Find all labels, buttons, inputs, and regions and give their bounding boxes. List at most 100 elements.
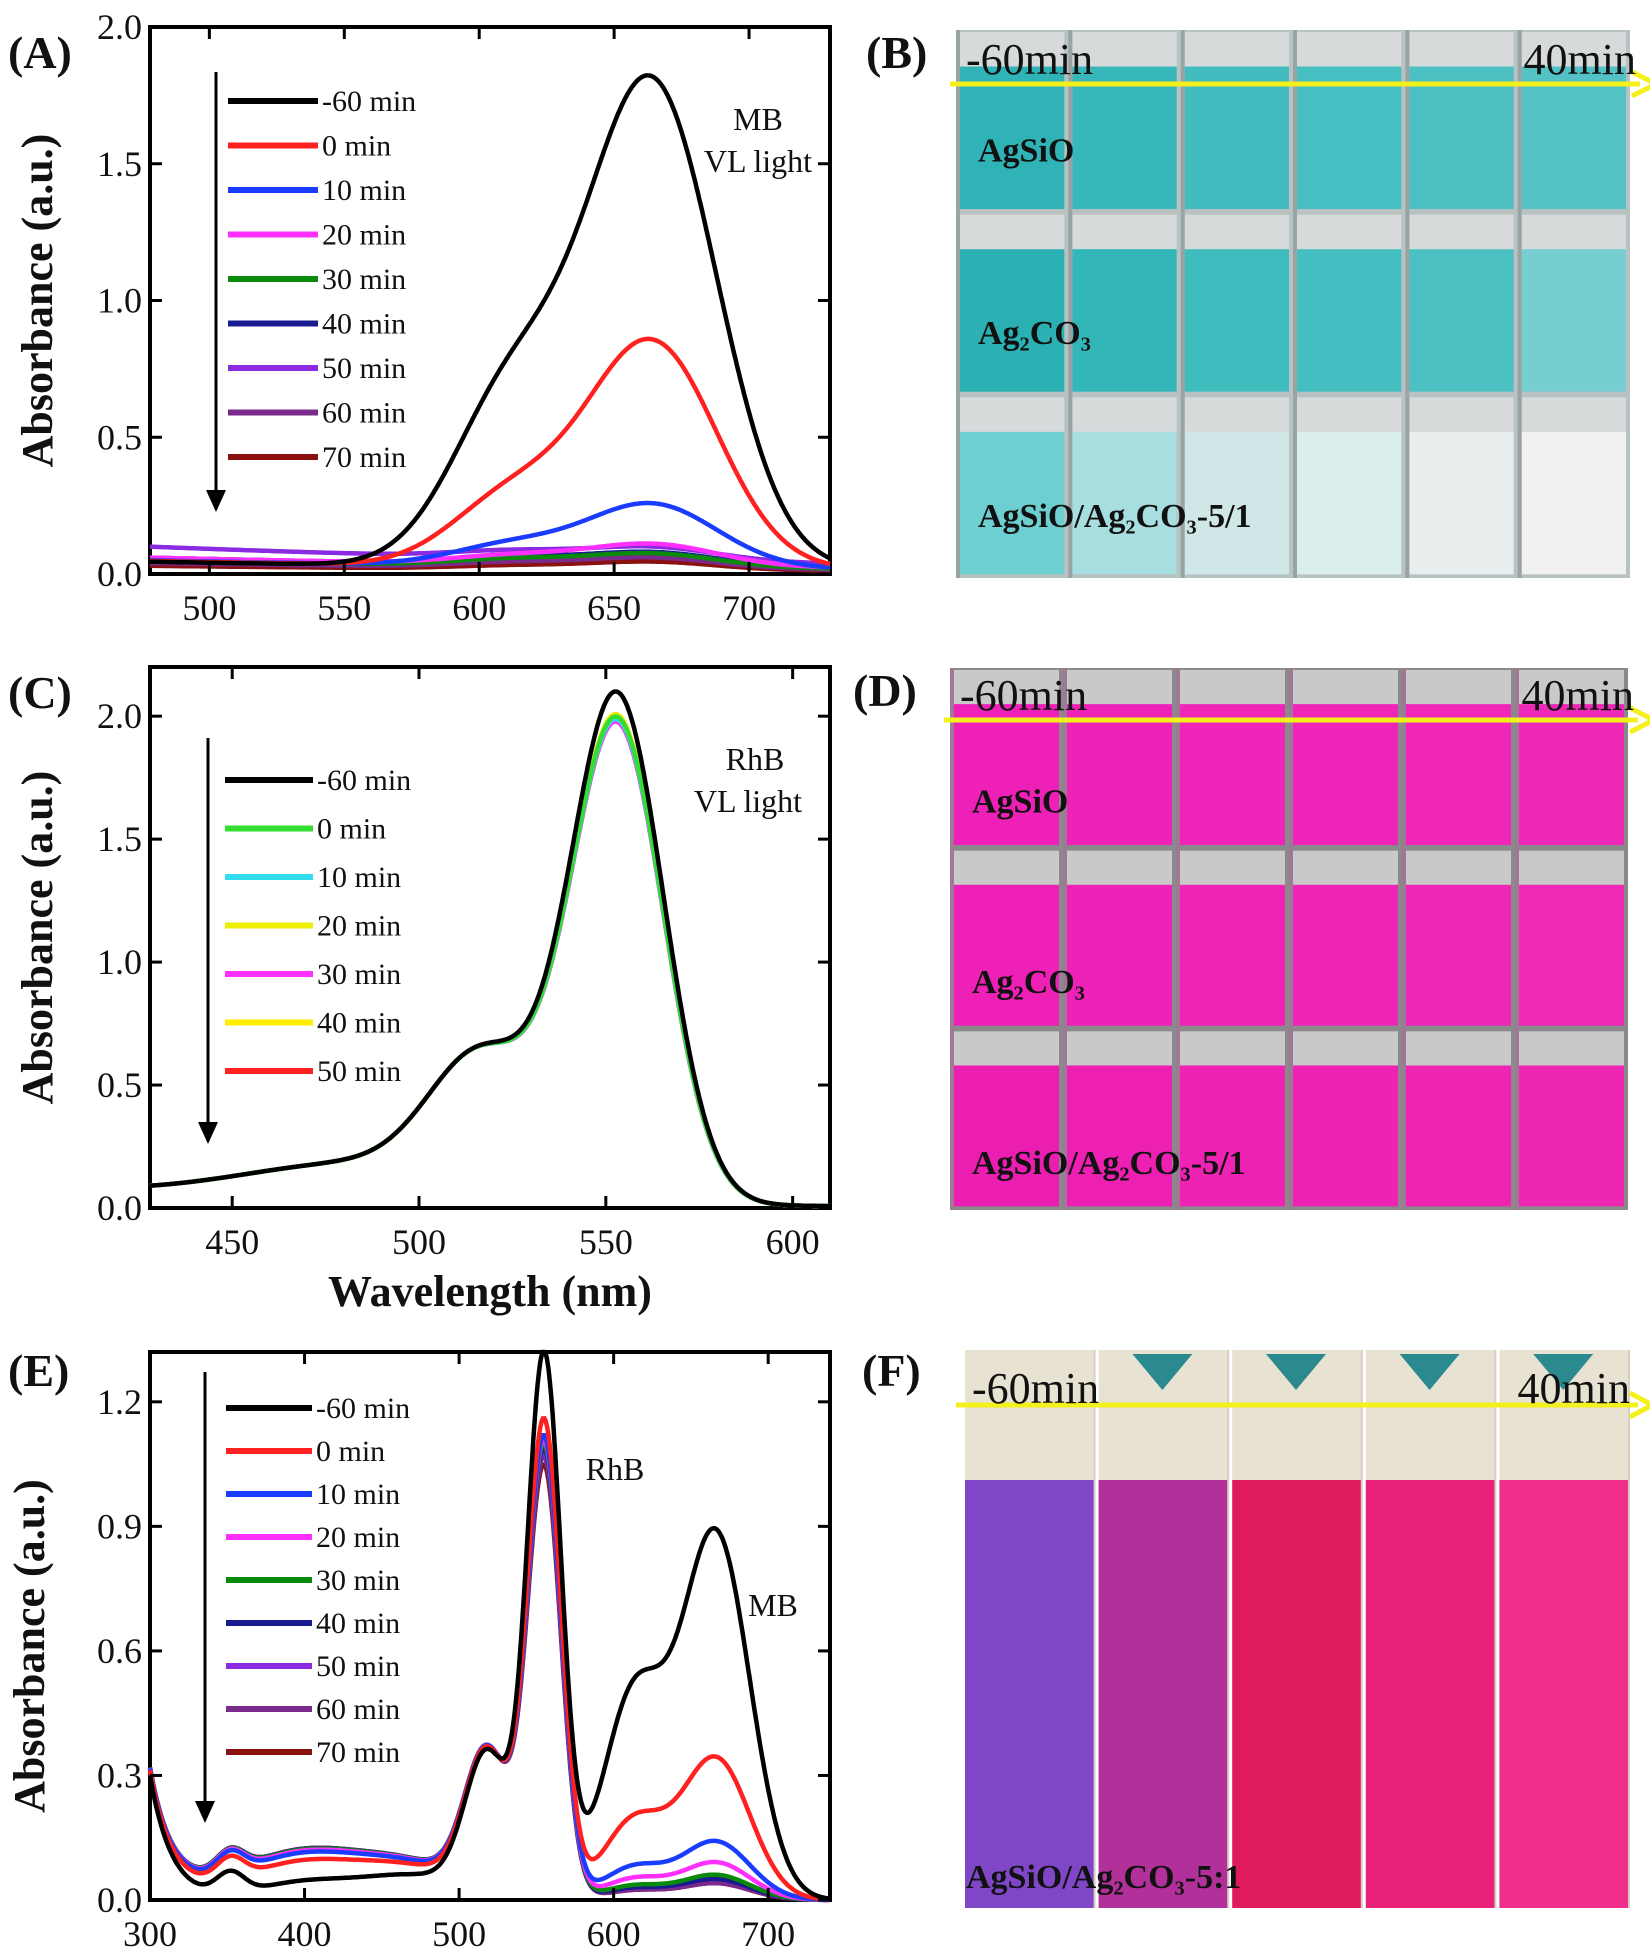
legend: -60 min 0 min 10 min 20 min 30 min 40 min 50 m…: [228, 85, 416, 474]
cuvette-divider: [1517, 395, 1522, 578]
cuvette-cap: [1297, 397, 1402, 434]
chart-annotation: RhB: [586, 1451, 645, 1487]
panel-d: (D) AgSiO Ag₂CO₃ AgSiO/Ag₂CO₃-5/1 -60min 40m…: [853, 665, 1650, 1210]
legend-label: 40 min: [322, 308, 406, 341]
y-tick-label: 0.0: [97, 554, 142, 594]
cuvette-divider: [1063, 668, 1067, 849]
logo-icon: [1132, 1354, 1193, 1390]
logo-icon: [1266, 1354, 1326, 1390]
cuvette: [1406, 1065, 1511, 1207]
cuvette: [1519, 704, 1624, 846]
legend-label: 60 min: [322, 397, 406, 430]
legend-label: 40 min: [316, 1607, 400, 1640]
cuvette-row: Ag₂CO₃: [956, 212, 1626, 396]
cuvette-cap: [964, 1350, 1094, 1480]
plot-frame: [148, 1350, 832, 1902]
cuvette-row: AgSiO: [956, 30, 1626, 213]
series-group: [147, 1349, 831, 1903]
panel-a: (A) 500 550 600 650 700 0.0 0.5 1.0 1.5 2.0 Absorb…: [8, 7, 832, 628]
cuvette: [1293, 1065, 1398, 1207]
sample-label: AgSiO/Ag₂CO₃-5/1: [978, 498, 1252, 535]
legend-label: 50 min: [317, 1055, 401, 1088]
cuvette: [1519, 1065, 1624, 1207]
y-tick-label: 0.5: [97, 417, 142, 457]
cuvette-divider: [1176, 1029, 1180, 1210]
legend-label: 60 min: [316, 1693, 400, 1726]
cuvette: [1364, 1480, 1495, 1908]
legend-label: 0 min: [322, 130, 391, 163]
cuvette-divider: [1405, 212, 1410, 396]
cuvette-cap: [1067, 670, 1172, 707]
y-tick-label: 1.5: [97, 819, 142, 859]
cuvette-cap: [1409, 397, 1514, 434]
y-tick-label: 0.6: [97, 1631, 142, 1671]
cuvette: [1072, 431, 1177, 575]
legend-label: 20 min: [322, 219, 406, 252]
y-tick-label: 1.2: [97, 1382, 142, 1422]
series-line: [147, 1453, 830, 1903]
start-time-label: -60min: [972, 1364, 1099, 1413]
series-line: [150, 559, 830, 573]
plot-a: 500 550 600 650 700 0.0 0.5 1.0 1.5 2.0 Absorbance…: [13, 7, 832, 628]
x-tick-label: 450: [205, 1222, 259, 1262]
panel-label-b: (B): [866, 27, 927, 78]
cuvette: [1409, 431, 1514, 575]
cuvette-divider: [1402, 668, 1406, 849]
legend-label: -60 min: [322, 85, 416, 118]
sample-label: Ag₂CO₃: [978, 315, 1091, 352]
series-line: [150, 73, 832, 567]
cuvette-divider: [1517, 212, 1522, 396]
chart-annotation: VL light: [694, 783, 802, 819]
cuvette: [1297, 249, 1402, 392]
cuvette-divider: [1402, 848, 1406, 1030]
cuvette-divider: [1496, 1350, 1500, 1908]
series-line: [147, 1349, 831, 1901]
legend-label: 30 min: [322, 263, 406, 296]
cuvette: [1293, 704, 1398, 846]
cuvette-cap: [1180, 1031, 1285, 1068]
legend-label: 10 min: [317, 861, 401, 894]
cuvette-divider: [962, 1350, 965, 1908]
time-arrow-head: [198, 1122, 218, 1144]
cuvette-cap: [960, 214, 1065, 252]
cuvette: [1072, 249, 1177, 392]
logo-icon: [1399, 1354, 1460, 1390]
cuvette: [1180, 884, 1285, 1026]
cuvette-cap: [960, 32, 1065, 69]
cuvette-row: AgSiO: [950, 668, 1624, 849]
series-line: [149, 689, 830, 1209]
legend-label: 0 min: [316, 1435, 385, 1468]
cuvette-cap: [1293, 670, 1398, 707]
cuvette: [1521, 249, 1626, 392]
x-tick-label: 500: [392, 1222, 446, 1262]
cuvette-cap: [1519, 850, 1624, 887]
cuvette-divider: [1293, 212, 1297, 396]
cuvette: [1297, 66, 1402, 210]
cuvette-cap: [1067, 1031, 1172, 1068]
plot-e: 300 400 500 600 700 0.0 0.3 0.6 0.9 1.2 Absorbance…: [5, 1349, 832, 1954]
legend-label: -60 min: [316, 1392, 410, 1425]
cuvette-cap: [1293, 850, 1398, 887]
cuvette: [1184, 66, 1289, 210]
cuvette-cap: [1519, 1031, 1624, 1068]
cuvette-cap: [1293, 1031, 1398, 1068]
cuvette: [1097, 1480, 1228, 1908]
cuvette-divider: [1063, 848, 1067, 1030]
legend-label: 70 min: [322, 441, 406, 474]
legend-label: 10 min: [322, 174, 406, 207]
x-tick-label: 550: [317, 588, 371, 628]
x-tick-label: 700: [741, 1914, 795, 1954]
legend-label: 50 min: [322, 352, 406, 385]
series-group: [149, 73, 832, 573]
panel-label-c: (C): [8, 667, 72, 718]
legend: -60 min 0 min 10 min 20 min 30 min 40 min 50 m…: [225, 764, 411, 1088]
cuvette-divider: [1068, 395, 1073, 578]
y-tick-label: 0.9: [97, 1506, 142, 1546]
x-tick-label: 600: [587, 1914, 641, 1954]
sample-label: AgSiO/Ag₂CO₃-5/1: [972, 1145, 1246, 1182]
legend-label: 0 min: [317, 813, 386, 846]
series-line: [147, 1441, 830, 1903]
cuvette-cap: [1521, 397, 1626, 434]
panel-label-a: (A): [8, 27, 72, 78]
end-time-label: 40min: [1524, 35, 1636, 84]
